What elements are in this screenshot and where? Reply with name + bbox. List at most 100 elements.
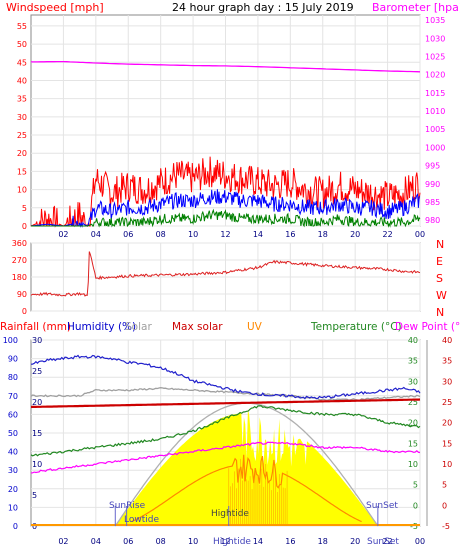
wind-x-tick-label: 22 [382,230,392,239]
humidity-tick-label: 50 [8,429,18,438]
climate-x-tick-label: 20 [350,537,360,546]
baro-tick-label: 980 [425,216,440,225]
rainfall-legend: Rainfall (mm) [0,321,71,333]
baro-tick-label: 1030 [425,34,445,43]
baro-tick-label: 995 [425,162,440,171]
temp-tick-label: 40 [408,336,418,345]
baro-tick-label: 1035 [425,16,445,25]
climate-x-tick-label: 04 [91,537,101,546]
wind-x-tick-label: 00 [415,230,425,239]
climate-x-tick-label: 02 [58,537,68,546]
humidity-tick-label: 90 [8,355,18,364]
climate-x-tick-label: 16 [285,537,295,546]
humidity-line [30,354,421,400]
humidity-tick-label: 20 [8,485,18,494]
humidity-tick-label: 10 [8,503,18,512]
dew-tick-label: 20 [442,419,452,428]
wind-x-tick-label: 04 [91,230,101,239]
climate-panel-series [30,354,421,527]
temperature-line [30,405,421,457]
wind-panel-grid: 0510152025303540455055980985990995100010… [17,15,445,239]
humidity-tick-label: 70 [8,392,18,401]
hightide-label: Hightide [211,509,249,519]
baro-tick-label: 1025 [425,52,445,61]
dew-tick-label: 40 [442,336,452,345]
barometer-axis-label: Barometer [hpa] [372,1,460,14]
wind-x-tick-label: 10 [188,230,198,239]
wind-x-tick-label: 06 [123,230,133,239]
sunrise-label: SunRise [109,501,146,511]
uv-legend: UV [247,321,263,333]
dir-tick-label: 90 [17,290,27,299]
wind-series-1 [30,189,421,228]
dewpoint-line [30,441,421,474]
baro-tick-label: 1010 [425,107,445,116]
maxsolar-legend: Max solar [172,321,223,333]
wind-series-0 [30,156,421,228]
wind-tick-label: 35 [17,95,27,104]
rain-tick-label: 5 [32,491,37,500]
dew-tick-label: 0 [442,501,447,510]
humidity-tick-label: 30 [8,466,18,475]
sunset-axis-label: SunSet [367,537,399,547]
rain-tick-label: 20 [32,398,42,407]
wind-x-tick-label: 14 [253,230,263,239]
temp-tick-label: 35 [408,357,418,366]
dew-tick-label: 15 [442,439,452,448]
dew-tick-label: 5 [442,481,447,490]
dew-tick-label: 10 [442,460,452,469]
wind-tick-label: 10 [17,186,27,195]
climate-x-tick-label: 00 [415,537,425,546]
wind-tick-label: 5 [22,204,27,213]
humidity-tick-label: 100 [3,336,18,345]
climate-x-tick-label: 12 [220,537,230,546]
dewpoint-legend: Dew Point (°C) [395,321,460,333]
humidity-tick-label: 80 [8,373,18,382]
compass-label: E [436,255,443,268]
rain-tick-label: 10 [32,460,42,469]
compass-label: S [436,272,443,285]
temperature-legend: Temperature (°C) [310,321,402,333]
wind-axis-label: Windspeed [mph] [6,1,104,14]
rain-tick-label: 0 [32,522,37,531]
graph-title: 24 hour graph day : 15 July 2019 [172,1,354,14]
compass-label: N [436,238,444,251]
rain-tick-label: 30 [32,336,42,345]
wind-tick-label: 0 [22,222,27,231]
dir-tick-label: 180 [12,273,27,282]
hightide-axis-label: Hightide [213,537,251,547]
barometer-line [31,60,421,73]
dir-tick-label: 0 [22,307,27,316]
wind-tick-label: 25 [17,131,27,140]
dew-tick-label: 35 [442,357,452,366]
humidity-tick-label: 40 [8,448,18,457]
lowtide-label: Lowtide [124,515,159,525]
climate-x-tick-label: 18 [318,537,328,546]
humidity-tick-label: 0 [13,522,18,531]
baro-tick-label: 1020 [425,71,445,80]
temp-tick-label: 0 [413,501,418,510]
humidity-legend: Humidity (%) [67,321,136,333]
wind-tick-label: 30 [17,113,27,122]
temp-tick-label: 20 [408,419,418,428]
temp-tick-label: 5 [413,481,418,490]
wind-panel-series [30,60,421,228]
temp-tick-label: 10 [408,460,418,469]
rain-tick-label: 25 [32,367,42,376]
wind-tick-label: 45 [17,58,27,67]
wind-series-2 [31,208,421,228]
direction-panel-series [30,251,421,297]
sunset-label: SunSet [366,501,398,511]
wind-x-tick-label: 18 [318,230,328,239]
baro-tick-label: 1000 [425,143,445,152]
climate-x-tick-label: 06 [123,537,133,546]
temp-tick-label: -5 [410,522,418,531]
baro-tick-label: 990 [425,180,440,189]
baro-tick-label: 1015 [425,89,445,98]
wind-x-tick-label: 16 [285,230,295,239]
baro-tick-label: 985 [425,198,440,207]
humidity-tick-label: 60 [8,410,18,419]
wind-direction-line [30,251,421,297]
climate-x-tick-label: 14 [253,537,263,546]
